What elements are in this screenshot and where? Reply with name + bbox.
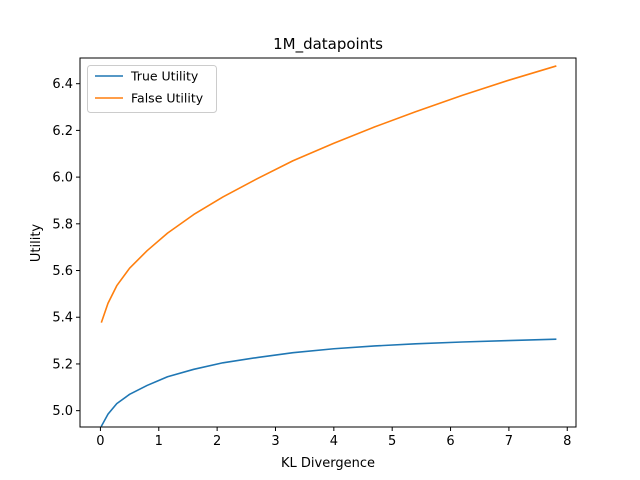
- x-tick-label: 4: [330, 434, 338, 449]
- y-tick-label: 5.6: [52, 264, 73, 279]
- legend-box: [87, 65, 217, 113]
- x-tick-label: 2: [213, 434, 221, 449]
- x-tick-label: 5: [388, 434, 396, 449]
- x-axis: 0 1 2 3 4 5 6 7 8: [96, 427, 571, 449]
- x-tick-label: 3: [271, 434, 279, 449]
- x-tick-label: 0: [96, 434, 104, 449]
- plot-frame: [79, 57, 577, 428]
- x-tick-label: 8: [563, 434, 571, 449]
- chart-title: 1M_datapoints: [273, 35, 383, 54]
- y-axis-label: Utility: [29, 224, 44, 263]
- plot-lines: [100, 65, 557, 427]
- y-tick-label: 5.0: [52, 404, 73, 419]
- y-tick-label: 5.4: [52, 311, 73, 326]
- legend: True Utility False Utility: [87, 65, 217, 113]
- series-line-false-utility: [100, 65, 557, 323]
- x-tick-label: 7: [505, 434, 513, 449]
- y-tick-label: 6.2: [52, 124, 73, 139]
- x-tick-label: 6: [446, 434, 454, 449]
- y-tick-label: 5.2: [52, 357, 73, 372]
- x-axis-label: KL Divergence: [281, 456, 375, 471]
- y-tick-label: 5.8: [52, 217, 73, 232]
- y-axis: 5.0 5.2 5.4 5.6 5.8 6.0 6.2 6.4: [52, 77, 80, 419]
- legend-label-false-utility: False Utility: [131, 91, 204, 106]
- y-tick-label: 6.0: [52, 171, 73, 186]
- series-line-true-utility: [100, 338, 557, 427]
- x-tick-label: 1: [155, 434, 163, 449]
- y-tick-label: 6.4: [52, 77, 73, 92]
- legend-label-true-utility: True Utility: [130, 69, 199, 84]
